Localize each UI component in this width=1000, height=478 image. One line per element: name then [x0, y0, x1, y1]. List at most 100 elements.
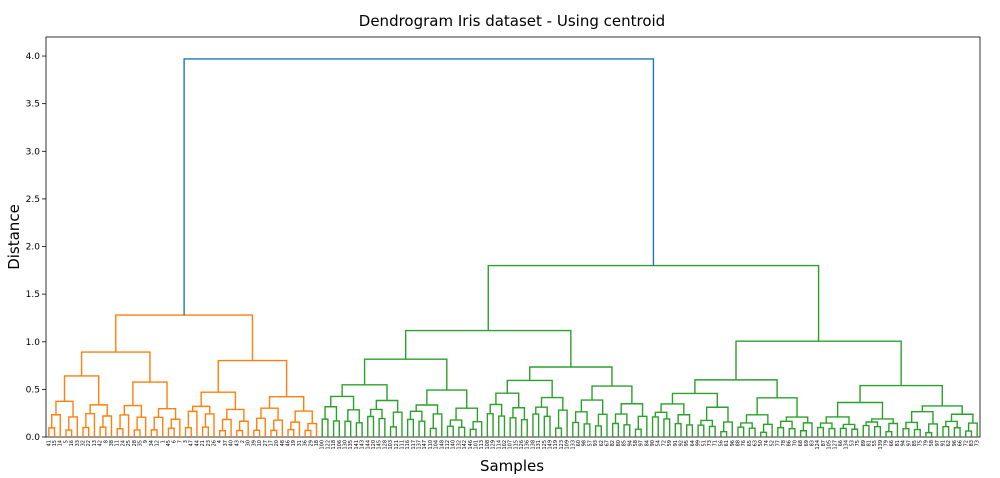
leaf-label: 58	[633, 440, 639, 446]
leaf-label: 77	[775, 440, 781, 446]
leaf-label: 117	[411, 440, 417, 450]
dendrogram-link	[150, 429, 158, 437]
dendrogram-link	[170, 418, 181, 437]
leaf-label: 131	[536, 440, 542, 450]
leaf-label: 99	[696, 440, 702, 446]
leaf-label: 70	[792, 440, 798, 446]
leaf-label: 147	[422, 440, 428, 450]
leaf-label: 100	[320, 440, 326, 450]
leaf-label: 114	[496, 440, 502, 450]
dendrogram-link	[540, 396, 564, 411]
leaf-label: 119	[553, 440, 559, 450]
dendrogram-link	[238, 420, 249, 437]
leaf-label: 104	[434, 440, 440, 450]
leaf-label: 73	[707, 440, 713, 446]
dendrogram-link	[184, 426, 192, 437]
leaf-label: 22	[86, 440, 92, 446]
leaf-label: 43	[234, 440, 240, 446]
leaf-label: 145	[377, 440, 383, 450]
leaf-label: 91	[673, 440, 679, 446]
leaf-label: 108	[485, 440, 491, 450]
dendrogram-link	[723, 421, 733, 437]
dendrogram-link	[332, 420, 340, 437]
leaf-label: 71	[713, 440, 719, 446]
leaf-label: 140	[451, 440, 457, 450]
leaf-label: 86	[787, 440, 793, 446]
leaf-label: 14	[58, 440, 64, 446]
dendrogram-link	[953, 427, 961, 437]
dendrogram-link	[748, 427, 756, 437]
leaf-label: 95	[684, 440, 690, 446]
dendrogram-link	[663, 418, 671, 437]
leaf-label: 94	[627, 440, 633, 446]
leaf-label: 6	[172, 440, 178, 443]
leaf-label: 148	[439, 440, 445, 450]
dendrogram-link	[132, 381, 168, 409]
leaf-label: 79	[923, 440, 929, 446]
leaf-label: 57	[587, 440, 593, 446]
dendrogram-link	[458, 426, 466, 437]
leaf-label: 29	[308, 440, 314, 446]
leaf-label: 35	[137, 440, 143, 446]
dendrogram-link	[418, 420, 426, 437]
dendrogram-link	[48, 427, 56, 437]
leaf-label: 24	[120, 440, 126, 446]
leaf-label: 141	[354, 440, 360, 450]
dendrogram-link	[432, 413, 443, 437]
leaf-label: 45	[166, 440, 172, 446]
dendrogram-link	[720, 430, 728, 437]
leaf-label: 15	[52, 440, 58, 446]
leaf-label: 55	[872, 440, 878, 446]
leaf-label: 85	[912, 440, 918, 446]
dendrogram-link	[50, 414, 61, 437]
dendrogram-link	[260, 407, 279, 421]
leaf-label: 94	[901, 440, 907, 446]
dendrogram-link	[367, 415, 375, 437]
leaf-label: 62	[946, 440, 952, 446]
dendrogram-link	[80, 351, 151, 383]
leaf-label: 63	[753, 440, 759, 446]
dendrogram-link	[415, 404, 439, 414]
leaf-label: 91	[940, 440, 946, 446]
dendrogram-link	[637, 415, 648, 437]
leaf-label: 66	[838, 440, 844, 446]
dendrogram-link	[119, 414, 130, 437]
dendrogram-link	[341, 384, 388, 401]
leaf-label: 120	[371, 440, 377, 450]
leaf-label: 125	[542, 440, 548, 450]
leaf-label: 18	[314, 440, 320, 446]
leaf-label: 110	[428, 440, 434, 450]
dendrogram-link	[529, 366, 613, 387]
x-axis-label: Samples	[480, 457, 544, 475]
dendrogram-link	[136, 416, 147, 437]
leaf-label: 112	[445, 440, 451, 450]
leaf-label: 116	[405, 440, 411, 450]
dendrogram-link	[446, 425, 454, 437]
leaf-label: 123	[559, 440, 565, 450]
dendrogram-link	[389, 426, 397, 437]
dendrogram-link	[236, 429, 244, 437]
leaf-label: 106	[337, 440, 343, 450]
dendrogram-link	[594, 425, 602, 437]
dendrogram-link	[694, 379, 778, 398]
dendrogram-link	[574, 411, 588, 424]
dendrogram-link	[862, 424, 870, 437]
leaf-label: 17	[268, 440, 274, 446]
dendrogram-link	[735, 340, 902, 386]
leaf-label: 98	[582, 440, 588, 446]
dendrogram-link	[469, 428, 477, 437]
leaf-label: 66	[889, 440, 895, 446]
leaf-label: 82	[610, 440, 616, 446]
leaf-label: 146	[468, 440, 474, 450]
leaf-label: 85	[622, 440, 628, 446]
dendrogram-link	[344, 420, 352, 437]
dendrogram-link	[925, 431, 933, 437]
dendrogram-link	[486, 413, 494, 437]
dendrogram-link	[651, 416, 659, 437]
leaf-label: 107	[508, 440, 514, 450]
leaf-label: 113	[479, 440, 485, 450]
leaf-label: 75	[918, 440, 924, 446]
leaf-label: 40	[229, 440, 235, 446]
dendrogram-link	[580, 399, 604, 415]
